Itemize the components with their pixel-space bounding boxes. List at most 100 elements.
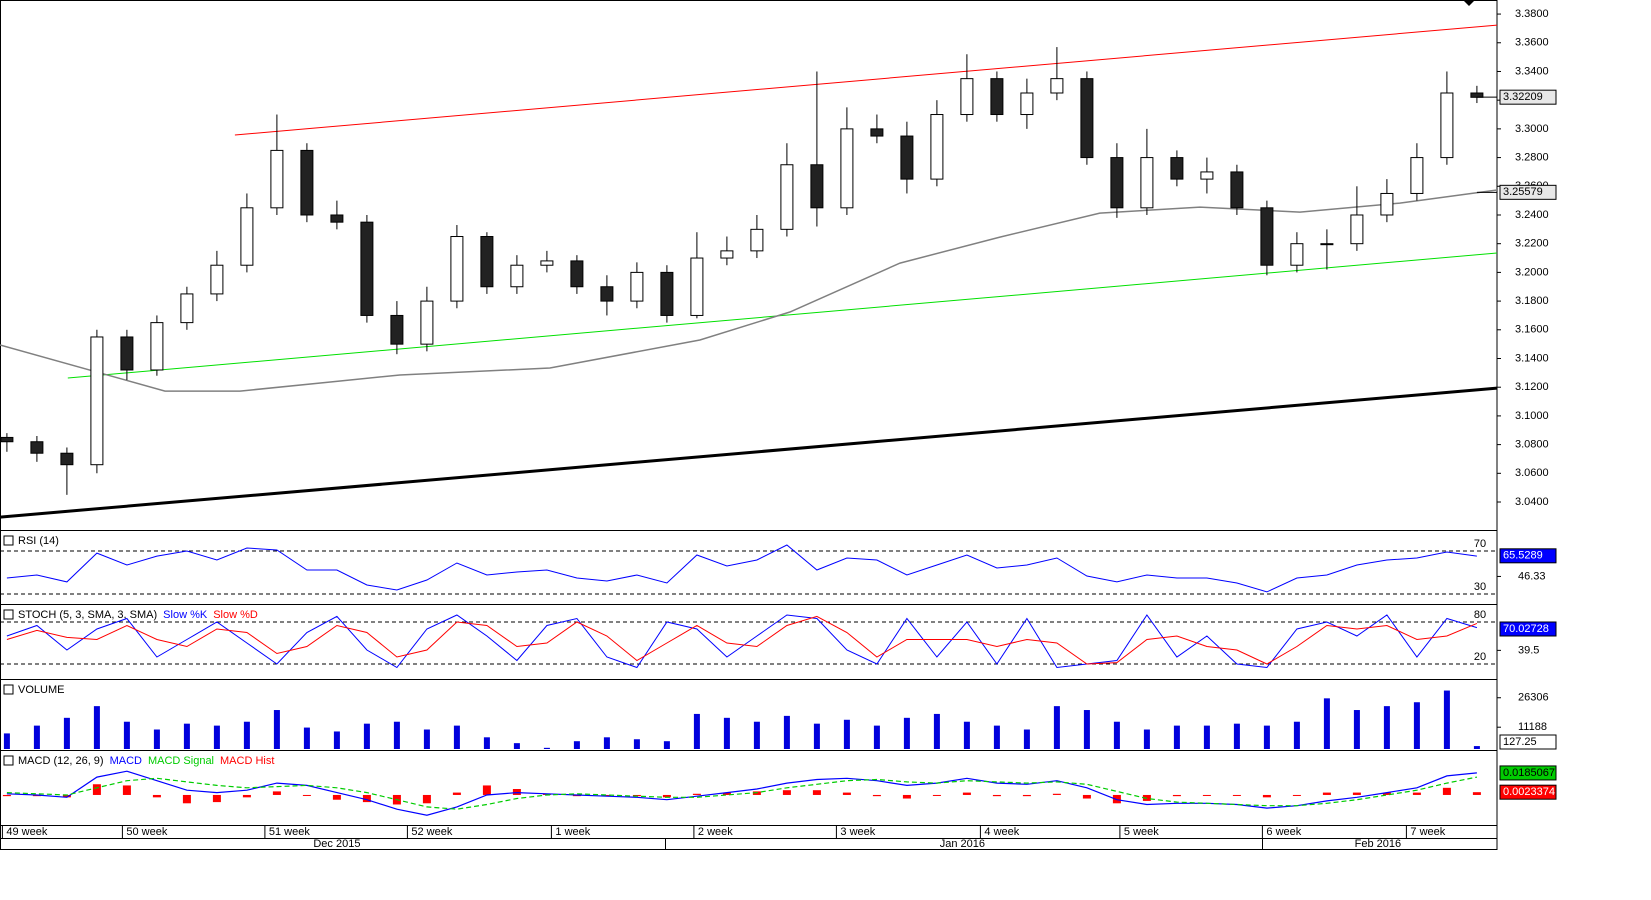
- value-box: [1499, 184, 1557, 200]
- value-box-label: 0.0023374: [1503, 786, 1555, 798]
- candle-body: [1140, 157, 1154, 209]
- candle-body: [960, 78, 974, 116]
- macd-hist-bar: [332, 794, 341, 800]
- volume-bar: [333, 731, 340, 749]
- candle-body: [300, 149, 314, 216]
- volume-bar: [363, 723, 370, 749]
- candle-body: [690, 257, 704, 316]
- x-tick-label: 7 week: [1410, 826, 1445, 838]
- macd-hist-bar: [932, 794, 941, 796]
- volume-bar: [993, 725, 1000, 749]
- y-tick-label: 3.3400: [1515, 65, 1549, 77]
- macd-line: [6, 770, 1477, 816]
- volume-bar: [783, 715, 790, 749]
- panel-toggle[interactable]: [3, 609, 14, 620]
- panel-title: RSI (14): [18, 535, 59, 547]
- volume-bar: [513, 743, 520, 749]
- candle-body: [60, 452, 74, 466]
- candle-body: [150, 322, 164, 371]
- volume-bar: [1083, 710, 1090, 749]
- macd-hist-bar: [2, 794, 11, 797]
- y-tick-label: 3.2000: [1515, 266, 1549, 278]
- indicator-line: [6, 614, 1478, 669]
- macd-hist-bar: [1382, 792, 1391, 795]
- volume-bar: [63, 717, 70, 749]
- value-box: [1499, 765, 1557, 781]
- y-tick-label: 39.5: [1518, 644, 1539, 656]
- macd-hist-bar: [272, 791, 281, 795]
- volume-bar: [843, 719, 850, 749]
- macd-hist-bar: [182, 794, 191, 804]
- macd-hist-bar: [602, 794, 611, 797]
- value-box-label: 3.25579: [1503, 186, 1543, 198]
- candle-body: [510, 264, 524, 288]
- month-label: Feb 2016: [1355, 838, 1401, 850]
- candle-body: [450, 236, 464, 302]
- macd-hist-bar: [1172, 794, 1181, 797]
- x-tick-label: 50 week: [126, 826, 167, 838]
- macd-hist-bar: [1082, 794, 1091, 799]
- candle-body: [1350, 214, 1364, 245]
- value-box: [1499, 734, 1557, 750]
- y-tick-label: 3.2800: [1515, 151, 1549, 163]
- trend-line: [0, 386, 1498, 519]
- frame: [0, 0, 1498, 850]
- value-box: [1499, 784, 1557, 800]
- candle-body: [360, 221, 374, 316]
- x-tick-label: 52 week: [411, 826, 452, 838]
- volume-bar: [933, 713, 940, 749]
- value-box-label: 3.32209: [1503, 91, 1543, 103]
- macd-hist-bar: [662, 794, 671, 798]
- candle-body: [750, 228, 764, 252]
- level-label: 70: [1474, 538, 1486, 550]
- legend-entry: MACD Hist: [220, 755, 274, 767]
- value-box-label: 65.5289: [1503, 550, 1543, 562]
- candle-body: [720, 250, 734, 259]
- indicator-line: [6, 544, 1477, 593]
- macd-hist-bar: [152, 794, 161, 798]
- legend-entry: MACD: [110, 755, 142, 767]
- panel-title: STOCH (5, 3, SMA, 3, SMA): [18, 609, 157, 621]
- y-tick-label: 3.2400: [1515, 209, 1549, 221]
- candle-body: [1110, 157, 1124, 209]
- volume-bar: [903, 717, 910, 749]
- volume-bar: [1023, 729, 1030, 749]
- y-tick-label: 3.1000: [1515, 410, 1549, 422]
- macd-hist-bar: [782, 790, 791, 795]
- macd-hist-bar: [962, 792, 971, 795]
- x-tick-label: 1 week: [555, 826, 590, 838]
- panel-toggle[interactable]: [3, 535, 14, 546]
- candle-body: [90, 336, 104, 466]
- volume-bar: [573, 741, 580, 749]
- volume-bar: [3, 733, 10, 749]
- candle-body: [1020, 92, 1034, 116]
- volume-bar: [273, 710, 280, 749]
- macd-line: [6, 776, 1478, 810]
- volume-bar: [543, 747, 550, 749]
- volume-bar: [1473, 746, 1480, 749]
- volume-bar: [963, 721, 970, 749]
- y-tick-label: 3.3800: [1515, 8, 1549, 20]
- candle-body: [480, 236, 494, 288]
- value-box: [1499, 621, 1557, 637]
- macd-hist-bar: [302, 794, 311, 796]
- macd-hist-bar: [212, 794, 221, 803]
- candle-body: [1260, 207, 1274, 266]
- candle-body: [780, 164, 794, 230]
- volume-bar: [1263, 725, 1270, 749]
- legend-entry: MACD Signal: [148, 755, 214, 767]
- macd-hist-bar: [872, 794, 881, 797]
- volume-bar: [423, 729, 430, 749]
- volume-bar: [1203, 725, 1210, 749]
- y-tick-label: 3.0800: [1515, 439, 1549, 451]
- panel-toggle[interactable]: [3, 755, 14, 766]
- legend-entry: Slow %D: [213, 609, 258, 621]
- x-tick-label: 4 week: [984, 826, 1019, 838]
- x-tick-label: 2 week: [698, 826, 733, 838]
- y-tick-label: 3.1400: [1515, 352, 1549, 364]
- scroll-arrow[interactable]: [1463, 0, 1475, 6]
- panel-toggle[interactable]: [3, 684, 14, 695]
- volume-bar: [723, 717, 730, 749]
